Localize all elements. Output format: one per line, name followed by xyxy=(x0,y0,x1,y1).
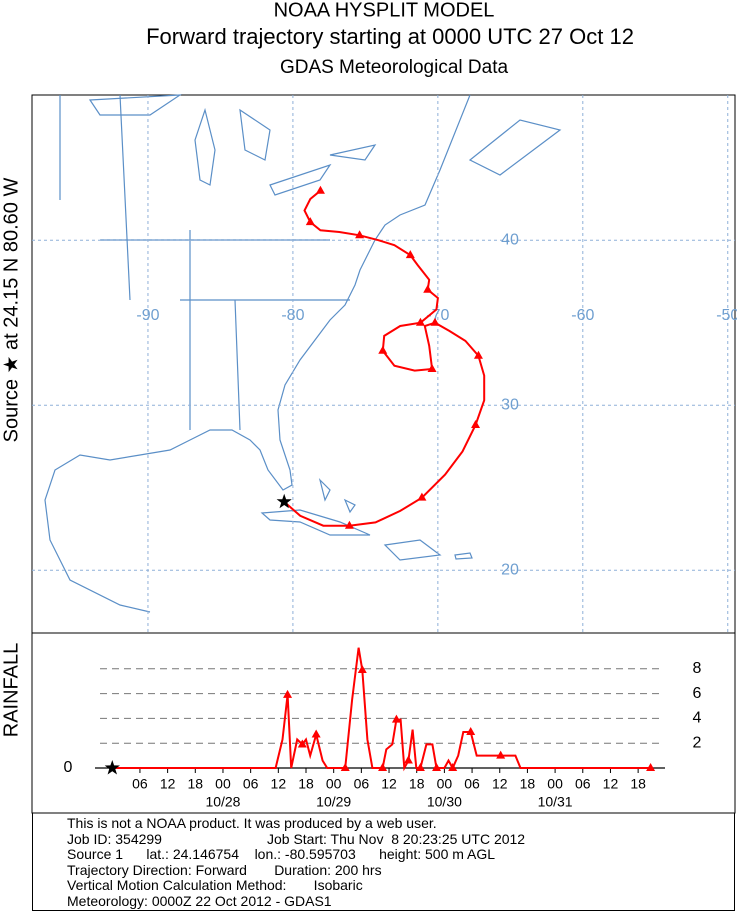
marker xyxy=(415,763,425,771)
marker xyxy=(448,763,458,771)
lat-label: 20 xyxy=(501,562,519,579)
marker xyxy=(355,230,365,239)
lon-label: -60 xyxy=(571,307,594,324)
y-tick-label: 4 xyxy=(693,710,702,727)
info-line: Trajectory Direction: Forward Duration: … xyxy=(67,861,382,878)
title: NOAA HYSPLIT MODEL xyxy=(274,0,495,21)
marker xyxy=(378,345,388,354)
marker xyxy=(466,727,476,736)
info-line: Meteorology: 0000Z 22 Oct 2012 - GDAS1 xyxy=(67,892,332,909)
lon-label: -50 xyxy=(716,307,737,324)
source-star xyxy=(276,493,292,509)
y-tick-label: 6 xyxy=(693,685,702,702)
x-tick-label: 00 xyxy=(326,776,342,792)
source-star xyxy=(104,760,120,775)
x-tick-label: 18 xyxy=(188,776,204,792)
marker xyxy=(311,729,321,738)
info-line: Source 1 lat.: 24.146754 lon.: -80.59570… xyxy=(67,846,496,862)
x-tick-label: 12 xyxy=(271,776,287,792)
rain-frame xyxy=(31,632,736,814)
date-label: 10/28 xyxy=(205,794,240,810)
x-tick-label: 00 xyxy=(547,776,563,792)
info-line: Vertical Motion Calculation Method: Isob… xyxy=(67,877,363,893)
coastlines xyxy=(44,94,562,613)
y-tick-label: 8 xyxy=(693,660,702,677)
lon-label: -80 xyxy=(281,307,304,324)
x-tick-label: 06 xyxy=(243,776,259,792)
marker xyxy=(340,763,350,771)
rainfall-line xyxy=(112,647,651,772)
date-label: 10/31 xyxy=(538,794,573,810)
info-line: This is not a NOAA product. It was produ… xyxy=(67,815,437,831)
marker xyxy=(430,317,440,326)
marker xyxy=(432,763,442,771)
date-label: 10/30 xyxy=(427,794,462,810)
marker xyxy=(471,420,481,429)
map-frame xyxy=(31,94,736,634)
x-tick-label: 18 xyxy=(409,776,425,792)
trajectory xyxy=(283,189,486,527)
marker xyxy=(646,763,656,771)
marker xyxy=(357,665,367,674)
x-tick-label: 00 xyxy=(215,776,231,792)
marker xyxy=(391,714,401,723)
x-tick-label: 12 xyxy=(492,776,508,792)
x-tick-label: 12 xyxy=(381,776,397,792)
date-label: 10/29 xyxy=(316,794,351,810)
info-line: Job ID: 354299 Job Start: Thu Nov 8 20:2… xyxy=(67,830,526,847)
x-tick-label: 06 xyxy=(464,776,480,792)
y-tick-label: 2 xyxy=(693,734,702,751)
x-tick-label: 06 xyxy=(354,776,370,792)
lon-label: -70 xyxy=(426,307,449,324)
marker xyxy=(344,520,354,529)
x-tick-label: 06 xyxy=(575,776,591,792)
x-tick-label: 12 xyxy=(160,776,176,792)
x-tick-label: 00 xyxy=(437,776,453,792)
lon-label: -90 xyxy=(136,307,159,324)
x-tick-label: 18 xyxy=(520,776,536,792)
marker xyxy=(305,217,315,226)
marker xyxy=(405,250,415,259)
rainfall-label: RAINFALL xyxy=(0,643,22,737)
marker xyxy=(283,689,293,698)
marker xyxy=(415,317,425,326)
source-label: Source ★ at 24.15 N 80.60 W xyxy=(0,178,22,443)
lat-label: 30 xyxy=(501,396,519,413)
y-tick-label: 0 xyxy=(64,759,73,776)
subtitle: Forward trajectory starting at 0000 UTC … xyxy=(146,24,634,49)
marker xyxy=(297,739,307,748)
x-tick-label: 12 xyxy=(603,776,619,792)
marker xyxy=(417,492,427,501)
marker xyxy=(427,363,437,372)
info-box: This is not a NOAA product. It was produ… xyxy=(32,813,735,911)
marker xyxy=(315,185,325,194)
marker xyxy=(403,755,413,764)
marker xyxy=(473,350,483,359)
marker xyxy=(496,750,506,759)
x-tick-label: 06 xyxy=(132,776,148,792)
data-source: GDAS Meteorological Data xyxy=(280,57,509,78)
x-tick-label: 18 xyxy=(630,776,646,792)
x-tick-label: 18 xyxy=(298,776,314,792)
lat-label: 40 xyxy=(501,231,519,248)
marker xyxy=(378,763,388,771)
marker xyxy=(423,284,433,293)
